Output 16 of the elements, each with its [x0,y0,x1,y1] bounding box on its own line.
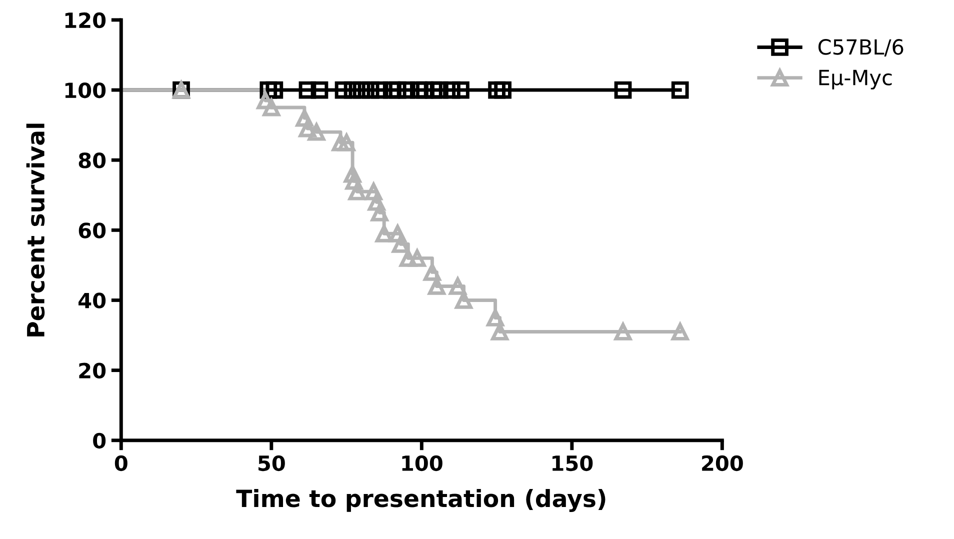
x-tick-label: 150 [552,455,593,472]
x-tick-label: 200 [702,455,743,472]
x-tick-label: 50 [258,455,285,472]
y-axis-title: Percent survival [26,124,45,336]
x-axis-title: Time to presentation (days) [236,489,606,512]
legend-label: Eμ-Myc [819,70,892,90]
legend-label: C57BL/6 [818,39,904,56]
y-tick-label: 120 [65,12,106,28]
y-tick-label: 80 [78,152,106,168]
x-tick-label: 0 [114,455,128,472]
y-tick-label: 0 [93,432,106,449]
y-tick-label: 40 [78,292,106,308]
y-tick-label: 60 [78,222,106,238]
y-tick-label: 20 [79,362,106,379]
y-tick-label: 100 [65,82,106,98]
x-tick-label: 100 [402,455,442,472]
